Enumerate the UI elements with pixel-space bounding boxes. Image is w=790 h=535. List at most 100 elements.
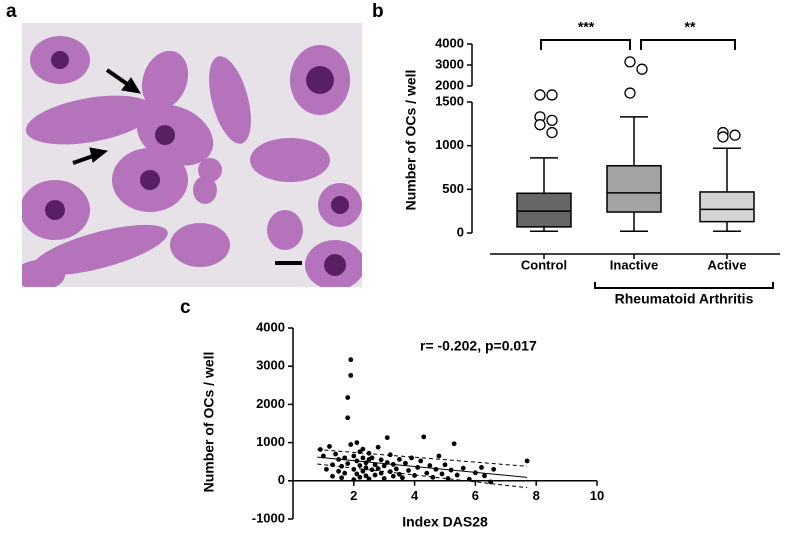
y-tick-label: -1000 [252, 510, 285, 525]
point [400, 475, 405, 481]
point [384, 435, 390, 441]
point [524, 458, 530, 464]
point [445, 476, 451, 481]
micrograph [22, 23, 362, 287]
y-tick-label: 4000 [435, 35, 464, 50]
point [348, 357, 354, 363]
point [406, 468, 411, 473]
point [324, 466, 329, 472]
box [606, 165, 662, 213]
point [351, 477, 357, 483]
point [333, 451, 338, 457]
point [372, 462, 378, 468]
point [397, 471, 402, 477]
x-axis-title: Index DAS28 [402, 514, 488, 530]
point [473, 470, 478, 476]
point [348, 372, 354, 378]
y-tick-label: 3000 [435, 56, 464, 71]
point [354, 471, 360, 477]
point [360, 468, 366, 474]
point [363, 460, 369, 466]
point [433, 466, 439, 472]
outlier [636, 63, 648, 75]
y-tick-label: 1000 [256, 434, 285, 449]
outlier [546, 114, 558, 126]
x-tick-label: Active [707, 257, 746, 272]
point [403, 460, 408, 466]
point [436, 453, 442, 459]
point [351, 453, 357, 459]
x-tick-label: 6 [472, 488, 479, 503]
point [415, 465, 421, 470]
significance-bracket [540, 39, 736, 50]
point [369, 455, 375, 461]
point [357, 474, 363, 480]
outlier [729, 129, 741, 141]
outlier [534, 89, 546, 101]
point [330, 473, 335, 479]
point [381, 463, 387, 469]
box [699, 191, 755, 223]
y-tick-label: 3000 [256, 358, 285, 373]
panel-label: b [372, 1, 384, 22]
x-tick-label: 4 [411, 488, 419, 503]
group-label: Rheumatoid Arthritis [615, 291, 754, 307]
point [342, 455, 348, 461]
x-tick-label: 2 [350, 488, 357, 503]
point [366, 476, 372, 482]
x-tick-label: Inactive [610, 257, 658, 272]
point [479, 465, 484, 470]
point [357, 463, 363, 468]
point [317, 447, 323, 452]
point [448, 467, 454, 473]
x-tick-label: 10 [590, 488, 604, 503]
point [393, 466, 399, 472]
y-tick-label: 2000 [256, 396, 285, 411]
point [327, 444, 332, 449]
point [348, 442, 354, 447]
point [387, 452, 393, 458]
point [330, 462, 335, 468]
y-tick-label: 1000 [435, 137, 464, 152]
point [412, 473, 417, 478]
point [360, 446, 366, 452]
y-axis-title: Number of OCs / well [201, 352, 217, 493]
y-tick-label: 500 [442, 181, 464, 196]
point [430, 474, 436, 480]
point [342, 470, 348, 476]
point [339, 463, 345, 469]
outlier [546, 126, 558, 139]
point [345, 461, 351, 467]
point [454, 472, 460, 478]
panel-label: c [180, 297, 191, 318]
point [451, 441, 457, 447]
y-tick-label: 0 [278, 472, 285, 487]
point [363, 465, 369, 471]
point [421, 434, 427, 440]
y-tick-label: 0 [457, 224, 464, 239]
point [354, 458, 360, 464]
point [354, 440, 360, 445]
panel-label: a [6, 1, 17, 22]
point [387, 469, 393, 475]
point [345, 415, 351, 421]
point [424, 470, 430, 476]
point [369, 467, 375, 473]
point [360, 455, 366, 461]
point [363, 473, 369, 479]
regression-line [317, 456, 528, 478]
point [375, 444, 381, 450]
x-tick-label: 8 [533, 488, 540, 503]
point [491, 466, 497, 472]
point [381, 476, 387, 481]
point [372, 472, 378, 478]
point [482, 473, 487, 479]
point [390, 461, 396, 467]
point [418, 458, 424, 464]
outlier [624, 56, 636, 68]
y-axis-title: Number of OCs / well [403, 70, 419, 211]
outlier [624, 87, 636, 99]
point [378, 457, 384, 463]
